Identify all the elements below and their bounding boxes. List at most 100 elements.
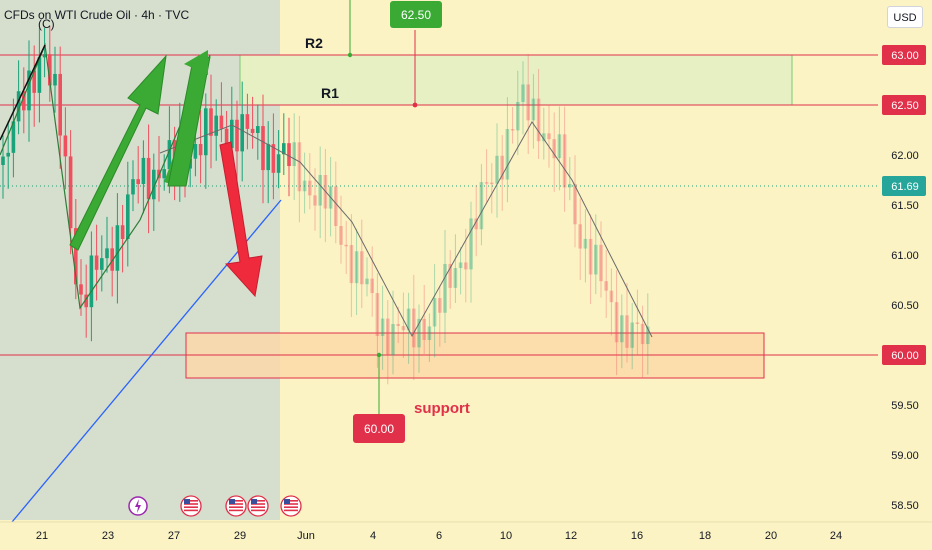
up-arrow-icon	[167, 56, 211, 187]
candle-body	[427, 326, 432, 340]
time-tick-label: 18	[699, 530, 711, 542]
time-tick-label: 12	[565, 530, 577, 542]
candle-body	[131, 179, 135, 195]
candle-body	[167, 140, 172, 170]
candle-body	[609, 290, 614, 303]
candle-body	[625, 315, 629, 348]
candle-body	[365, 278, 369, 285]
candle-body	[224, 128, 229, 149]
candle-body	[552, 139, 556, 159]
candle-body	[126, 194, 130, 239]
candle-body	[500, 155, 504, 180]
candle-body	[646, 326, 650, 345]
price-tick-label: 61.50	[891, 200, 919, 212]
candle-body	[37, 57, 42, 93]
flag-stripe	[284, 503, 298, 505]
candle-body	[1, 156, 5, 165]
candle-body	[42, 54, 47, 58]
lightning-bolt	[135, 499, 141, 513]
price-axis-badge	[882, 45, 926, 65]
candles-group	[1, 25, 650, 385]
price-tick-label: 61.69	[891, 181, 919, 193]
r1-price-text: 62.50	[401, 8, 431, 22]
flag-stripe	[229, 503, 243, 505]
flag-stripe	[184, 500, 198, 502]
candle-body	[16, 91, 21, 122]
candle-body	[516, 101, 520, 131]
candle-body	[630, 322, 634, 348]
candle-body	[490, 182, 494, 185]
us-flag-event-icon[interactable]	[280, 495, 302, 517]
candle-body	[510, 129, 515, 131]
candle-body	[318, 175, 322, 206]
candle-body	[136, 179, 140, 185]
r1-price-callout	[390, 1, 442, 28]
candle-body	[250, 128, 255, 134]
flag-stripe	[229, 506, 243, 508]
candle-body	[204, 108, 208, 156]
us-flag-event-icon[interactable]	[247, 495, 269, 517]
candle-body	[484, 182, 489, 184]
us-flag-event-icon[interactable]	[225, 495, 247, 517]
price-tick-label: 59.50	[891, 400, 919, 412]
candle-body	[583, 238, 588, 249]
flag-stripe	[229, 509, 243, 512]
time-tick-label: 4	[370, 530, 376, 542]
candle-body	[48, 54, 52, 86]
flag-stripe	[184, 503, 198, 505]
wave-path-green	[0, 42, 211, 310]
candle-body	[282, 143, 286, 155]
candle-body	[63, 135, 68, 157]
lightning-event-icon[interactable]	[128, 496, 148, 516]
label-r2: R2	[305, 35, 323, 51]
candle-body	[370, 278, 374, 294]
candle-body	[292, 142, 296, 167]
candle-body	[432, 298, 437, 327]
flag-stripe	[284, 500, 298, 502]
candle-body	[235, 119, 239, 152]
time-tick-label: 20	[765, 530, 777, 542]
flag-stripe	[284, 506, 298, 508]
candle-body	[360, 251, 364, 285]
candle-body	[110, 248, 114, 271]
candle-body	[578, 224, 582, 249]
price-tick-label: 62.00	[891, 150, 919, 162]
us-flag-event-icon[interactable]	[180, 495, 202, 517]
candle-body	[479, 182, 484, 230]
time-tick-label: 16	[631, 530, 643, 542]
candle-body	[386, 318, 390, 356]
candle-body	[120, 225, 125, 239]
candle-body	[521, 84, 525, 102]
wave-label: (C)	[38, 17, 55, 31]
candle-body	[406, 308, 411, 331]
time-tick-label: 10	[500, 530, 512, 542]
flag-stripe	[284, 509, 298, 512]
candle-body	[308, 180, 312, 196]
candle-body	[74, 228, 78, 285]
price-tick-label: 59.00	[891, 450, 919, 462]
candle-body	[474, 218, 478, 230]
candle-body	[354, 251, 359, 284]
candle-body	[401, 326, 406, 331]
candle-body	[240, 114, 244, 152]
flag-stripe	[184, 509, 198, 512]
price-tick-label: 60.00	[891, 350, 919, 362]
price-tick-label: 60.50	[891, 300, 919, 312]
candle-body	[89, 255, 94, 308]
candle-body	[141, 157, 146, 185]
currency-button[interactable]: USD	[887, 6, 923, 28]
candle-body	[313, 195, 317, 206]
candle-body	[453, 268, 458, 288]
support-price-callout	[353, 414, 405, 443]
candle-body	[271, 144, 276, 173]
candle-body	[562, 134, 567, 188]
flag-canton	[184, 499, 190, 504]
candle-body	[198, 143, 203, 156]
candle-body	[22, 91, 26, 111]
price-tick-label: 63.00	[891, 50, 919, 62]
candle-body	[68, 156, 73, 229]
time-tick-label: 21	[36, 530, 48, 542]
down-arrow-icon	[219, 141, 263, 298]
price-axis	[878, 0, 932, 550]
